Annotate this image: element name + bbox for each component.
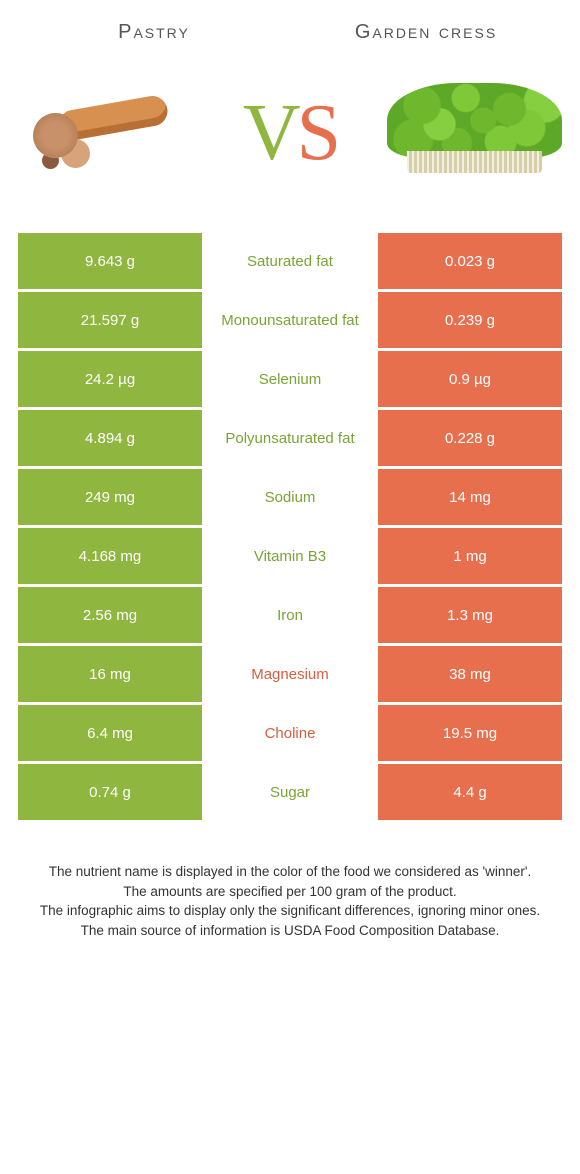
left-value: 9.643 g xyxy=(18,233,202,289)
footer-line: The infographic aims to display only the… xyxy=(38,901,542,921)
vs-s: S xyxy=(297,93,338,173)
left-value: 4.168 mg xyxy=(18,528,202,584)
right-value: 0.228 g xyxy=(378,410,562,466)
nutrient-label: Iron xyxy=(202,587,378,643)
left-value: 21.597 g xyxy=(18,292,202,348)
footer-line: The nutrient name is displayed in the co… xyxy=(38,862,542,882)
nutrient-label: Sodium xyxy=(202,469,378,525)
nutrient-label: Vitamin B3 xyxy=(202,528,378,584)
right-value: 1.3 mg xyxy=(378,587,562,643)
left-food-title: Pastry xyxy=(18,20,290,45)
left-value: 0.74 g xyxy=(18,764,202,820)
table-row: 4.168 mgVitamin B31 mg xyxy=(18,528,562,584)
right-value: 0.023 g xyxy=(378,233,562,289)
titles-row: Pastry Garden cress xyxy=(18,20,562,45)
right-value: 4.4 g xyxy=(378,764,562,820)
right-value: 38 mg xyxy=(378,646,562,702)
nutrient-label: Choline xyxy=(202,705,378,761)
footer-notes: The nutrient name is displayed in the co… xyxy=(18,862,562,960)
table-row: 4.894 gPolyunsaturated fat0.228 g xyxy=(18,410,562,466)
table-row: 2.56 mgIron1.3 mg xyxy=(18,587,562,643)
vs-label: VS xyxy=(243,93,337,173)
nutrient-table: 9.643 gSaturated fat0.023 g21.597 gMonou… xyxy=(18,233,562,820)
table-row: 24.2 µgSelenium0.9 µg xyxy=(18,351,562,407)
nutrient-label: Selenium xyxy=(202,351,378,407)
right-food-title: Garden cress xyxy=(290,20,562,45)
nutrient-label: Polyunsaturated fat xyxy=(202,410,378,466)
left-value: 4.894 g xyxy=(18,410,202,466)
images-row: VS xyxy=(18,63,562,203)
table-row: 0.74 gSugar4.4 g xyxy=(18,764,562,820)
table-row: 16 mgMagnesium38 mg xyxy=(18,646,562,702)
vs-v: V xyxy=(243,93,297,173)
nutrient-label: Magnesium xyxy=(202,646,378,702)
footer-line: The main source of information is USDA F… xyxy=(38,921,542,941)
garden-cress-image xyxy=(387,73,562,193)
infographic: Pastry Garden cress VS 9.643 gSaturated … xyxy=(0,0,580,960)
nutrient-label: Monounsaturated fat xyxy=(202,292,378,348)
left-value: 24.2 µg xyxy=(18,351,202,407)
left-value: 6.4 mg xyxy=(18,705,202,761)
footer-line: The amounts are specified per 100 gram o… xyxy=(38,882,542,902)
table-row: 249 mgSodium14 mg xyxy=(18,469,562,525)
table-row: 21.597 gMonounsaturated fat0.239 g xyxy=(18,292,562,348)
left-value: 16 mg xyxy=(18,646,202,702)
table-row: 9.643 gSaturated fat0.023 g xyxy=(18,233,562,289)
table-row: 6.4 mgCholine19.5 mg xyxy=(18,705,562,761)
left-value: 2.56 mg xyxy=(18,587,202,643)
right-value: 1 mg xyxy=(378,528,562,584)
right-value: 14 mg xyxy=(378,469,562,525)
nutrient-label: Sugar xyxy=(202,764,378,820)
right-value: 19.5 mg xyxy=(378,705,562,761)
nutrient-label: Saturated fat xyxy=(202,233,378,289)
right-value: 0.239 g xyxy=(378,292,562,348)
right-value: 0.9 µg xyxy=(378,351,562,407)
left-value: 249 mg xyxy=(18,469,202,525)
pastry-image xyxy=(18,73,193,193)
